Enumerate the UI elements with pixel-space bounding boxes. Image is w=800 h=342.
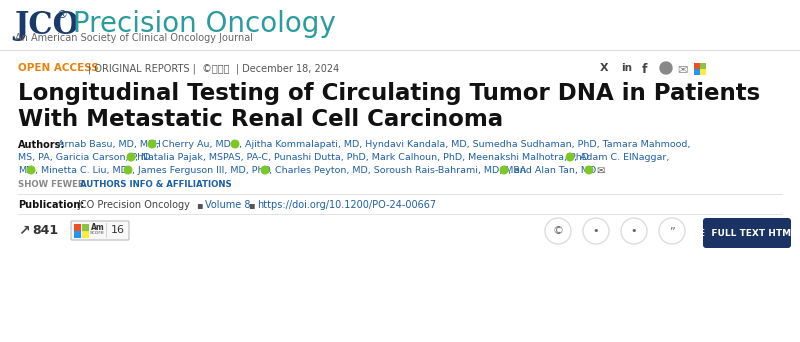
Text: 841: 841	[32, 224, 58, 237]
Circle shape	[500, 166, 508, 174]
Text: Volume 8: Volume 8	[205, 200, 250, 210]
Text: With Metastatic Renal Cell Carcinoma: With Metastatic Renal Cell Carcinoma	[18, 108, 503, 131]
Text: ☰  FULL TEXT HTML: ☰ FULL TEXT HTML	[697, 228, 797, 237]
Text: , Natalia Pajak, MSPAS, PA-C, Punashi Dutta, PhD, Mark Calhoun, PhD, Meenakshi M: , Natalia Pajak, MSPAS, PA-C, Punashi Du…	[135, 153, 589, 162]
Circle shape	[545, 218, 571, 244]
Bar	[74, 224, 81, 231]
Text: •: •	[630, 226, 638, 236]
Text: ®: ®	[57, 10, 68, 20]
Bar	[700, 63, 706, 68]
Text: X: X	[600, 63, 609, 73]
FancyBboxPatch shape	[71, 221, 129, 240]
Text: Precision Oncology: Precision Oncology	[64, 10, 336, 38]
Text: Arnab Basu, MD, MPH: Arnab Basu, MD, MPH	[58, 140, 161, 149]
Text: , Adam C. ElNaggar,: , Adam C. ElNaggar,	[574, 153, 670, 162]
Text: https://doi.org/10.1200/PO-24-00667: https://doi.org/10.1200/PO-24-00667	[257, 200, 436, 210]
Text: MD: MD	[18, 166, 34, 175]
Text: score: score	[90, 230, 105, 235]
Circle shape	[660, 62, 672, 74]
Circle shape	[659, 218, 685, 244]
Circle shape	[27, 166, 35, 174]
Bar	[74, 231, 81, 237]
Circle shape	[621, 218, 647, 244]
Text: in: in	[621, 63, 632, 73]
Bar	[700, 69, 706, 75]
Text: •: •	[593, 226, 599, 236]
Text: JCO: JCO	[14, 10, 79, 41]
Text: An American Society of Clinical Oncology Journal: An American Society of Clinical Oncology…	[15, 33, 253, 43]
Circle shape	[261, 166, 269, 174]
Circle shape	[566, 153, 574, 161]
Circle shape	[124, 166, 132, 174]
Text: f: f	[642, 63, 647, 76]
Text: ✉: ✉	[677, 63, 687, 76]
Bar	[694, 63, 699, 68]
Text: , and Alan Tan, MD: , and Alan Tan, MD	[508, 166, 596, 175]
Text: Am: Am	[91, 223, 105, 232]
FancyBboxPatch shape	[703, 218, 791, 248]
Circle shape	[148, 140, 156, 148]
Text: ©: ©	[553, 226, 563, 236]
Bar	[82, 231, 89, 237]
Text: Publication:: Publication:	[18, 200, 84, 210]
Text: , Charles Peyton, MD, Soroush Rais-Bahrami, MD, MBA: , Charles Peyton, MD, Soroush Rais-Bahra…	[269, 166, 526, 175]
Circle shape	[583, 218, 609, 244]
Bar	[82, 224, 89, 231]
Text: | ORIGINAL REPORTS |  ©ⓘⓈⓈ  | December 18, 2024: | ORIGINAL REPORTS | ©ⓘⓈⓈ | December 18,…	[88, 63, 339, 74]
Text: ”: ”	[669, 226, 675, 236]
Text: Longitudinal Testing of Circulating Tumor DNA in Patients: Longitudinal Testing of Circulating Tumo…	[18, 82, 760, 105]
Text: , James Ferguson III, MD, PhD: , James Ferguson III, MD, PhD	[132, 166, 270, 175]
Text: MS, PA, Garicia Carson, PhD: MS, PA, Garicia Carson, PhD	[18, 153, 150, 162]
Text: ↗: ↗	[18, 224, 30, 238]
Text: , Ajitha Kommalapati, MD, Hyndavi Kandala, MD, Sumedha Sudhaman, PhD, Tamara Mah: , Ajitha Kommalapati, MD, Hyndavi Kandal…	[239, 140, 690, 149]
Text: JCO Precision Oncology: JCO Precision Oncology	[77, 200, 190, 210]
Text: ▪: ▪	[196, 200, 202, 210]
Text: AUTHORS INFO & AFFILIATIONS: AUTHORS INFO & AFFILIATIONS	[80, 180, 232, 189]
Text: ✉: ✉	[594, 166, 606, 176]
Bar	[694, 69, 699, 75]
Text: , Cherry Au, MD: , Cherry Au, MD	[156, 140, 231, 149]
Text: Authors:: Authors:	[18, 140, 66, 150]
Text: 16: 16	[111, 225, 125, 235]
Text: , Minetta C. Liu, MD: , Minetta C. Liu, MD	[35, 166, 128, 175]
Text: ▪: ▪	[248, 200, 254, 210]
Text: OPEN ACCESS: OPEN ACCESS	[18, 63, 98, 73]
Text: SHOW FEWER: SHOW FEWER	[18, 180, 85, 189]
Circle shape	[231, 140, 239, 148]
Circle shape	[127, 153, 134, 161]
Circle shape	[586, 166, 593, 174]
